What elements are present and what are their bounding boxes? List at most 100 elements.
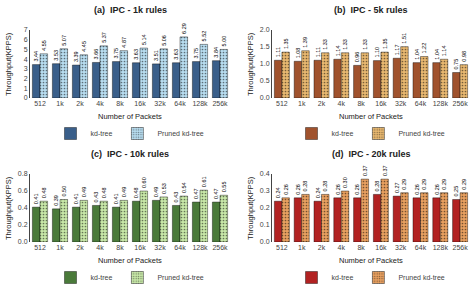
svg-text:0.29: 0.29: [401, 179, 407, 190]
svg-text:3.63: 3.63: [173, 49, 179, 60]
svg-text:0.2: 0.2: [260, 204, 270, 211]
svg-text:0.4: 0.4: [18, 204, 28, 211]
svg-text:0.96: 0.96: [354, 52, 360, 63]
svg-text:0.49: 0.49: [121, 187, 127, 198]
svg-text:0.24: 0.24: [275, 187, 281, 198]
svg-text:Throughput(KPPS): Throughput(KPPS): [4, 32, 13, 96]
svg-text:8k: 8k: [357, 244, 365, 251]
svg-text:Number of Packets: Number of Packets: [339, 112, 403, 121]
svg-text:5.52: 5.52: [201, 31, 207, 42]
svg-text:4k: 4k: [96, 244, 104, 251]
svg-text:512: 512: [34, 244, 46, 251]
svg-text:32k: 32k: [154, 100, 166, 107]
svg-text:256k: 256k: [453, 100, 469, 107]
svg-text:5: 5: [24, 46, 28, 53]
svg-text:0.47: 0.47: [213, 188, 219, 199]
svg-text:1.04: 1.04: [414, 49, 420, 60]
svg-text:0.29: 0.29: [461, 179, 467, 190]
svg-text:1.5: 1.5: [260, 43, 270, 50]
svg-text:32k: 32k: [154, 244, 166, 251]
svg-text:4.45: 4.45: [81, 41, 87, 52]
svg-text:0.25: 0.25: [453, 186, 459, 197]
svg-text:0.29: 0.29: [441, 179, 447, 190]
svg-text:1k: 1k: [298, 100, 306, 107]
svg-text:0.27: 0.27: [394, 182, 400, 193]
svg-text:4k: 4k: [338, 244, 346, 251]
svg-text:4k: 4k: [338, 100, 346, 107]
svg-text:7: 7: [24, 26, 28, 33]
svg-text:1.08: 1.08: [295, 48, 301, 59]
svg-text:0.39: 0.39: [53, 195, 59, 206]
svg-text:0.26: 0.26: [335, 184, 341, 195]
svg-text:Number of Packets: Number of Packets: [98, 256, 162, 265]
svg-text:kd-tree: kd-tree: [91, 130, 113, 137]
svg-text:1.39: 1.39: [302, 37, 308, 48]
svg-text:3.75: 3.75: [113, 48, 119, 59]
svg-text:2k: 2k: [318, 100, 326, 107]
svg-text:0.41: 0.41: [73, 193, 79, 204]
svg-text:2k: 2k: [76, 100, 84, 107]
svg-text:5.06: 5.06: [161, 35, 167, 46]
svg-text:(a) IPC - 1k rules: (a) IPC - 1k rules: [94, 5, 167, 15]
svg-text:256k: 256k: [453, 244, 469, 251]
svg-text:0.53: 0.53: [161, 183, 167, 194]
svg-text:Pruned kd-tree: Pruned kd-tree: [157, 130, 203, 137]
svg-text:Pruned kd-tree: Pruned kd-tree: [157, 274, 203, 281]
svg-text:Number of Packets: Number of Packets: [339, 256, 403, 265]
svg-text:4.55: 4.55: [41, 40, 47, 51]
svg-text:128k: 128k: [192, 100, 208, 107]
svg-text:0.4: 0.4: [260, 170, 270, 177]
svg-text:4k: 4k: [96, 100, 104, 107]
svg-text:0.0: 0.0: [260, 94, 270, 101]
svg-text:Throughput(KPPS): Throughput(KPPS): [4, 176, 13, 240]
svg-text:32k: 32k: [395, 244, 407, 251]
svg-text:0.50: 0.50: [61, 186, 67, 197]
svg-text:128k: 128k: [433, 100, 449, 107]
svg-text:16k: 16k: [375, 244, 387, 251]
svg-text:0.3: 0.3: [260, 187, 270, 194]
svg-text:1.33: 1.33: [342, 39, 348, 50]
svg-text:Number of Packets: Number of Packets: [98, 112, 162, 121]
svg-text:0.37: 0.37: [382, 165, 388, 176]
svg-text:16k: 16k: [134, 244, 146, 251]
svg-text:0.26: 0.26: [283, 184, 289, 195]
svg-text:1k: 1k: [56, 244, 64, 251]
svg-text:8k: 8k: [116, 100, 124, 107]
svg-text:1.14: 1.14: [335, 46, 341, 57]
svg-text:0.26: 0.26: [354, 184, 360, 195]
svg-text:6: 6: [24, 36, 28, 43]
svg-text:Pruned kd-tree: Pruned kd-tree: [398, 130, 444, 137]
svg-text:kd-tree: kd-tree: [91, 274, 113, 281]
svg-text:5.07: 5.07: [61, 35, 67, 46]
svg-text:3.44: 3.44: [33, 51, 39, 62]
svg-text:1.33: 1.33: [362, 39, 368, 50]
svg-text:0.98: 0.98: [461, 51, 467, 62]
svg-text:1.17: 1.17: [394, 45, 400, 56]
svg-text:3.63: 3.63: [133, 49, 139, 60]
svg-text:0.48: 0.48: [101, 187, 107, 198]
svg-text:0.28: 0.28: [322, 181, 328, 192]
svg-text:0.47: 0.47: [193, 188, 199, 199]
svg-text:1.04: 1.04: [434, 49, 440, 60]
svg-text:0.5: 0.5: [260, 77, 270, 84]
svg-text:0: 0: [24, 94, 28, 101]
svg-text:512: 512: [34, 100, 46, 107]
svg-text:1: 1: [24, 85, 28, 92]
svg-text:256k: 256k: [212, 100, 228, 107]
svg-text:2k: 2k: [318, 244, 326, 251]
svg-text:0.41: 0.41: [33, 193, 39, 204]
svg-text:(c) IPC - 10k rules: (c) IPC - 10k rules: [91, 149, 169, 159]
svg-text:0.2: 0.2: [18, 221, 28, 228]
svg-text:0.29: 0.29: [421, 179, 427, 190]
svg-text:0.49: 0.49: [153, 187, 159, 198]
svg-text:2k: 2k: [76, 244, 84, 251]
svg-text:0.75: 0.75: [453, 59, 459, 70]
svg-text:1.11: 1.11: [275, 47, 281, 57]
svg-text:0.28: 0.28: [302, 181, 308, 192]
svg-text:0.26: 0.26: [434, 184, 440, 195]
svg-text:kd-tree: kd-tree: [332, 274, 354, 281]
svg-text:3.66: 3.66: [93, 49, 99, 60]
svg-text:5.37: 5.37: [101, 32, 107, 43]
svg-text:0.49: 0.49: [81, 187, 87, 198]
svg-text:512: 512: [276, 244, 288, 251]
